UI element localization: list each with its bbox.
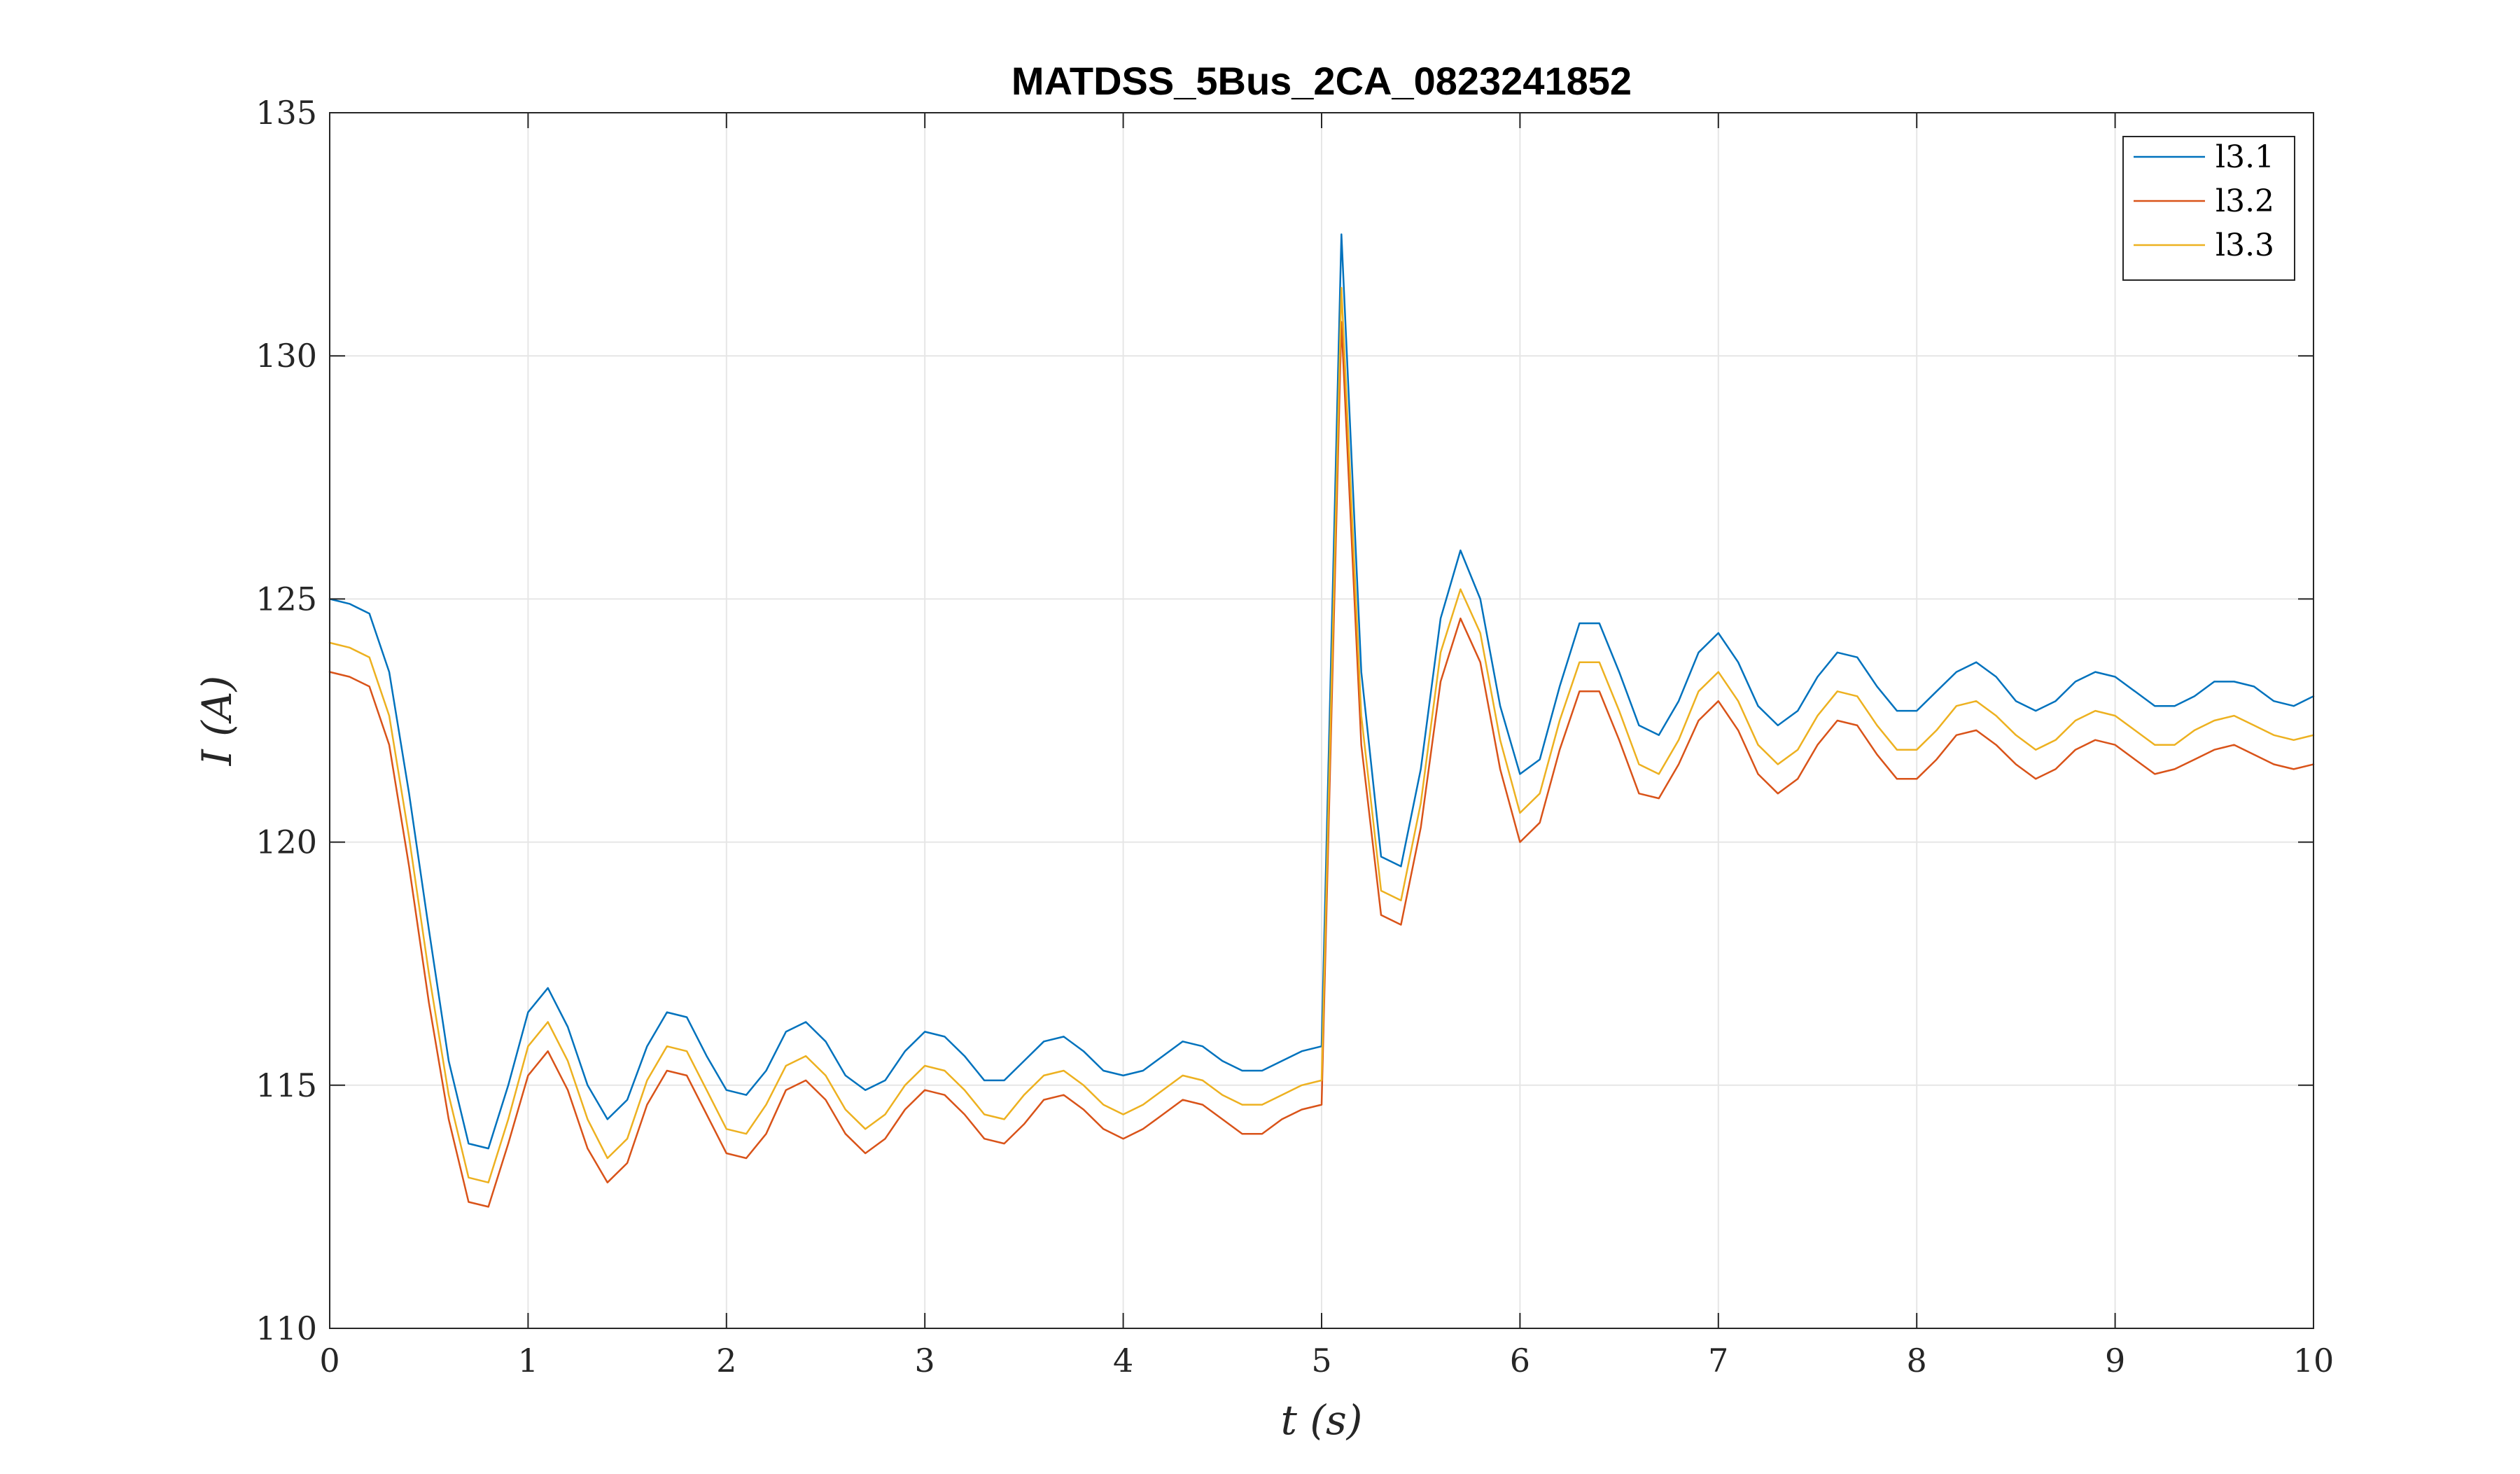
x-tick-label: 3 (915, 1342, 935, 1379)
x-axis-label: t (s) (1281, 1396, 1363, 1444)
y-axis-label: I (A) (193, 676, 241, 767)
series-line-l3-2 (328, 321, 2315, 1208)
series-line-l3-3 (328, 286, 2315, 1183)
y-tick-label: 125 (255, 580, 317, 618)
x-tick-label: 10 (2293, 1342, 2334, 1379)
legend-items: l3.1 l3.2 l3.3 (2134, 139, 2274, 263)
x-tick-label: 6 (1510, 1342, 1530, 1379)
ticks: 0 1 2 3 4 5 6 7 8 9 10 110 115 120 125 130 135 (255, 94, 2334, 1379)
x-tick-label: 1 (518, 1342, 538, 1379)
x-tick-label: 9 (2105, 1342, 2125, 1379)
x-tick-label: 4 (1113, 1342, 1133, 1379)
x-tick-label: 0 (319, 1342, 340, 1379)
legend: l3.1 l3.2 l3.3 (2122, 136, 2295, 281)
x-tick-label: 7 (1708, 1342, 1728, 1379)
legend-box (2122, 136, 2295, 281)
x-tick-label: 5 (1311, 1342, 1331, 1379)
chart-title: MATDSS_5Bus_2CA_0823241852 (1011, 59, 1632, 103)
x-tick-label: 8 (1907, 1342, 1927, 1379)
x-tick-label: 2 (716, 1342, 736, 1379)
series-lines (328, 233, 2315, 1208)
legend-label: l3.1 (2216, 139, 2274, 175)
grid (330, 113, 2314, 1328)
legend-label: l3.3 (2216, 228, 2274, 263)
y-tick-label: 130 (255, 337, 317, 375)
y-tick-label: 120 (255, 823, 317, 861)
y-tick-label: 110 (255, 1309, 317, 1347)
y-tick-label: 115 (255, 1066, 317, 1104)
y-tick-label: 135 (255, 94, 317, 132)
legend-label: l3.2 (2216, 183, 2274, 219)
